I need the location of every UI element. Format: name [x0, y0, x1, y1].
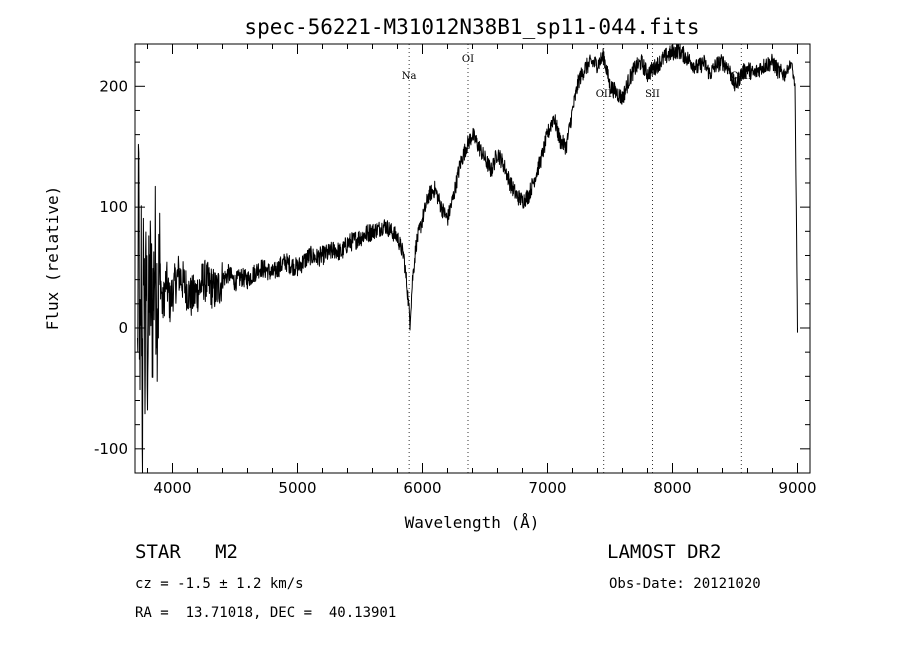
y-axis-label: Flux (relative) — [43, 186, 62, 331]
plot-frame — [134, 43, 811, 474]
spectrum-series-line — [137, 43, 798, 474]
x-tick-label: 5000 — [278, 479, 316, 497]
line-marker-label: OI — [462, 54, 474, 65]
x-tick-label: 7000 — [528, 479, 566, 497]
y-tick-label: 200 — [99, 77, 128, 95]
coordinates: RA = 13.71018, DEC = 40.13901 — [135, 605, 397, 621]
x-tick-label: 6000 — [403, 479, 441, 497]
star-classification: STAR M2 — [135, 541, 238, 563]
y-tick-label: -100 — [94, 440, 128, 458]
line-marker-label: SII — [645, 89, 660, 100]
line-marker-label: Na — [402, 71, 417, 82]
x-tick-label: 8000 — [653, 479, 691, 497]
x-tick-label: 9000 — [778, 479, 816, 497]
y-tick-label: 0 — [118, 319, 128, 337]
y-tick-label: 100 — [99, 198, 128, 216]
x-axis-label: Wavelength (Å) — [405, 513, 540, 532]
x-tick-label: 4000 — [153, 479, 191, 497]
observation-date: Obs-Date: 20121020 — [609, 576, 761, 592]
redshift-velocity: cz = -1.5 ± 1.2 km/s — [135, 576, 304, 592]
chart-title: spec-56221-M31012N38B1_sp11-044.fits — [244, 15, 699, 39]
survey-name: LAMOST DR2 — [607, 541, 722, 563]
plot-axes: 4000 5000 6000 7000 8000 9000 -100 0 100 200 — [94, 43, 817, 497]
line-marker-label: OII — [596, 89, 612, 100]
